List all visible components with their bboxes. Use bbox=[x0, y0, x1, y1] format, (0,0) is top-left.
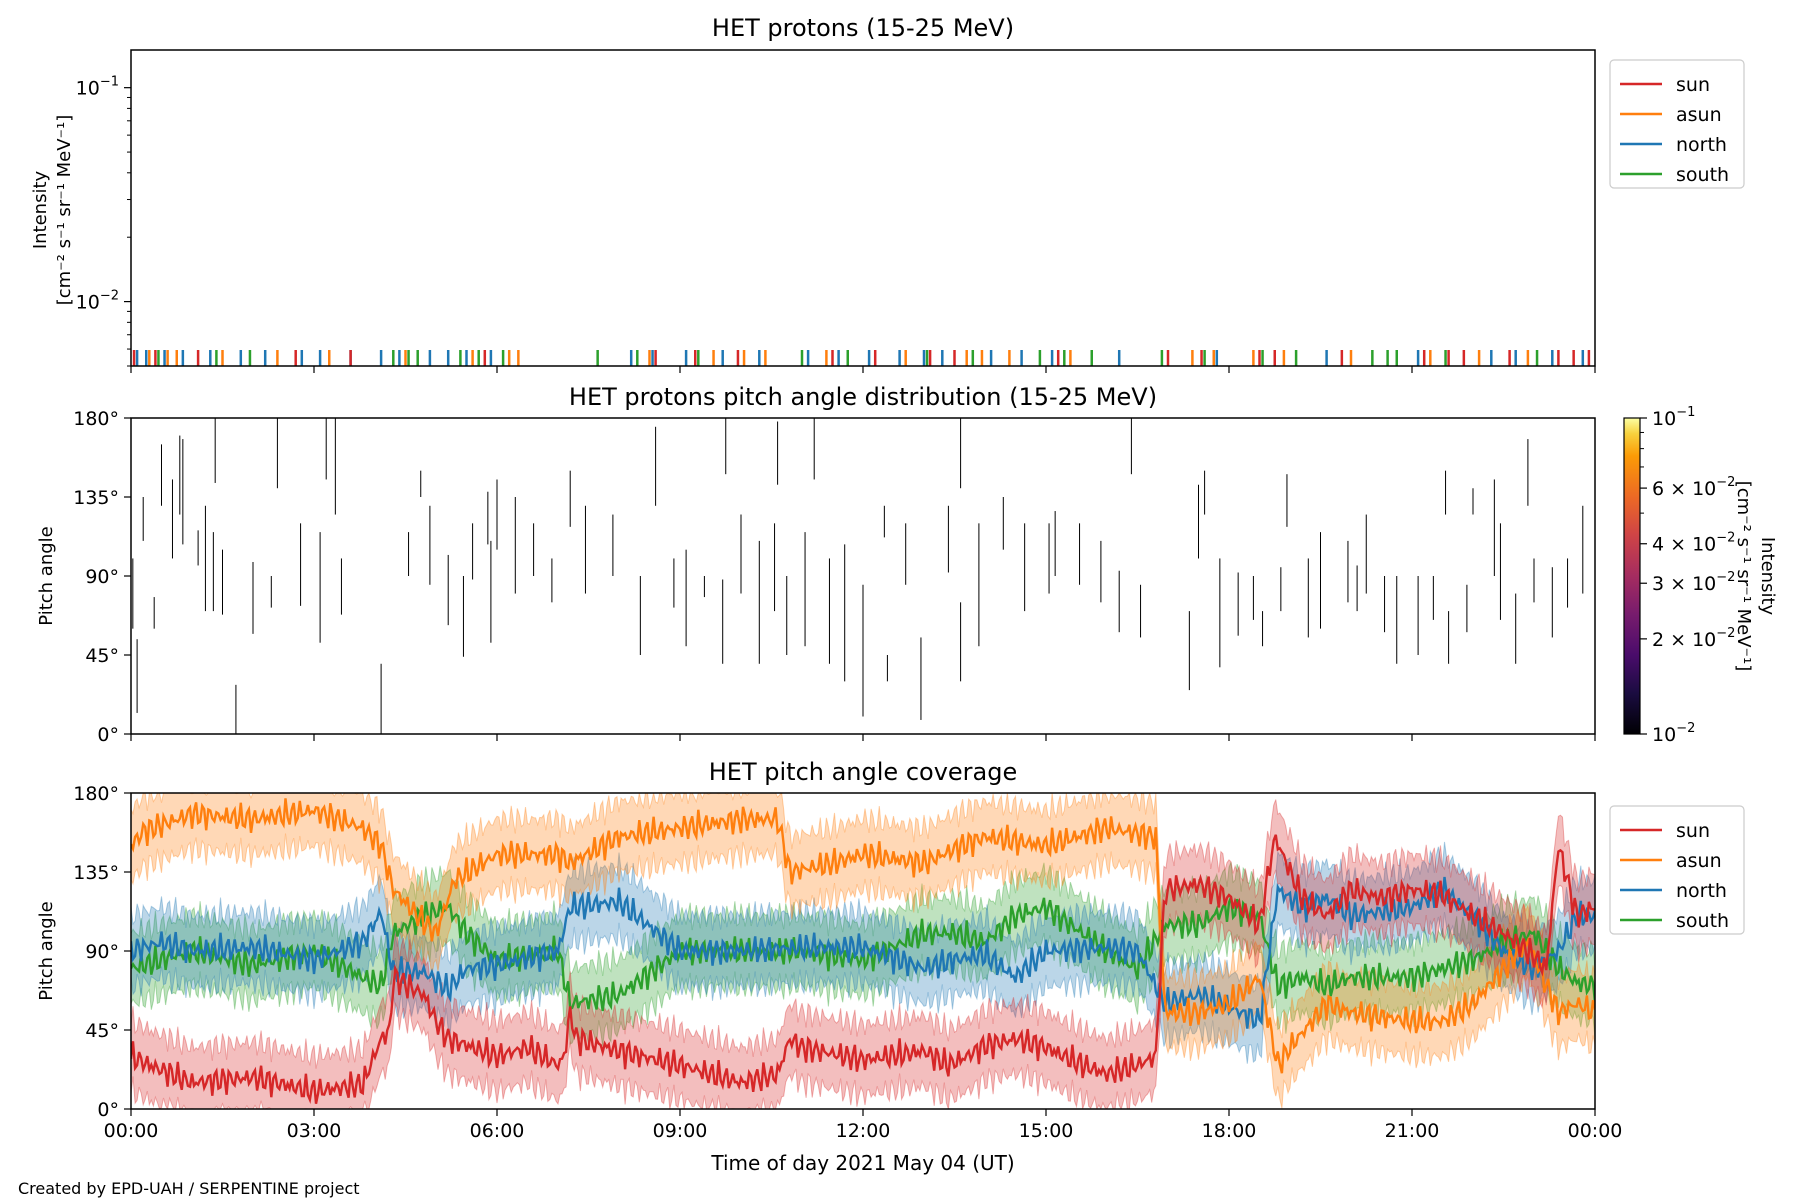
panel2-segments bbox=[132, 418, 1584, 734]
panel1-legend: sun asun north south bbox=[1609, 59, 1745, 189]
colorbar-label-line2: [cm⁻² s⁻¹ sr⁻¹ MeV⁻¹] bbox=[1733, 481, 1754, 672]
colorbar-ticks: 10−1 6 × 10−2 4 × 10−2 3 × 10−2 2 × 10−2 10−2 bbox=[1640, 405, 1735, 746]
panel3-x-ticks: 00:00 03:00 06:00 09:00 12:00 15:00 18:00 21:00… bbox=[104, 1109, 1623, 1142]
p3-y-tick-label: 135° bbox=[73, 862, 119, 884]
colorbar-tick-label: 2 × 10−2 bbox=[1652, 626, 1735, 651]
x-tick-label: 15:00 bbox=[1019, 1120, 1074, 1142]
panel1-spikes bbox=[132, 350, 1591, 366]
colorbar-tick-label: 4 × 10−2 bbox=[1652, 531, 1735, 556]
colorbar-tick-label: 6 × 10−2 bbox=[1652, 475, 1735, 500]
p3-legend-box bbox=[1609, 805, 1745, 935]
coverage-line-sun bbox=[131, 834, 1595, 1105]
p3-y-tick-label: 90° bbox=[85, 941, 119, 963]
panel3-y-ticks: 0° 45° 90° 135° 180° bbox=[73, 783, 131, 1121]
colorbar-tick-label: 3 × 10−2 bbox=[1652, 570, 1735, 595]
coverage-band-sun bbox=[131, 799, 1595, 1109]
panel2-y-ticks: 0° 45° 90° 135° 180° bbox=[73, 408, 131, 746]
footer-credit: Created by EPD-UAH / SERPENTINE project bbox=[18, 1179, 360, 1198]
p2-y-tick-label: 180° bbox=[73, 408, 119, 430]
colorbar-tick-label: 10−1 bbox=[1652, 405, 1695, 430]
coverage-line-asun bbox=[131, 798, 1595, 1074]
coverage-line-north bbox=[131, 876, 1595, 1030]
p3-y-tick-label: 45° bbox=[85, 1020, 119, 1042]
colorbar-tick-label: 10−2 bbox=[1652, 721, 1695, 746]
p2-y-tick-label: 0° bbox=[97, 724, 119, 746]
p1-y-tick-label: 10−1 bbox=[76, 75, 119, 100]
coverage-band-asun bbox=[131, 793, 1595, 1109]
panel3-ylabel: Pitch angle bbox=[36, 901, 57, 1000]
p3-legend-label-sun: sun bbox=[1676, 820, 1710, 842]
x-tick-label: 09:00 bbox=[653, 1120, 708, 1142]
colorbar-label-line1: Intensity bbox=[1757, 537, 1778, 616]
x-axis-label: Time of day 2021 May 04 (UT) bbox=[710, 1151, 1014, 1175]
x-tick-label: 12:00 bbox=[836, 1120, 891, 1142]
p1-y-tick-label: 10−2 bbox=[76, 289, 119, 314]
p2-y-tick-label: 90° bbox=[85, 566, 119, 588]
panel1-frame bbox=[130, 49, 1596, 367]
p2-y-tick-label: 135° bbox=[73, 487, 119, 509]
panel3-legend: sun asun north south bbox=[1609, 805, 1745, 935]
x-tick-label: 21:00 bbox=[1385, 1120, 1440, 1142]
panel1-ylabel-line1: Intensity bbox=[30, 170, 51, 249]
panel3-lines bbox=[131, 798, 1595, 1105]
p1-legend-label-sun: sun bbox=[1676, 74, 1710, 96]
p3-legend-label-north: north bbox=[1676, 880, 1727, 902]
panel1-title: HET protons (15-25 MeV) bbox=[712, 14, 1014, 42]
x-tick-label: 03:00 bbox=[287, 1120, 342, 1142]
panel1-ylabel-line2: [cm⁻² s⁻¹ sr⁻¹ MeV⁻¹] bbox=[54, 115, 75, 306]
panel-pad: HET protons pitch angle distribution (15… bbox=[36, 383, 1778, 746]
panel1-y-ticks: 10−1 10−2 bbox=[76, 75, 131, 367]
x-tick-label: 06:00 bbox=[470, 1120, 525, 1142]
panel1-ylabel: Intensity [cm⁻² s⁻¹ sr⁻¹ MeV⁻¹] bbox=[30, 115, 75, 306]
colorbar bbox=[1623, 417, 1641, 735]
p1-legend-label-asun: asun bbox=[1676, 104, 1722, 126]
x-tick-label: 00:00 bbox=[104, 1120, 159, 1142]
x-tick-label: 00:00 bbox=[1568, 1120, 1623, 1142]
panel2-x-ticks bbox=[130, 734, 1596, 741]
panel3-title: HET pitch angle coverage bbox=[709, 758, 1017, 786]
colorbar-label: Intensity [cm⁻² s⁻¹ sr⁻¹ MeV⁻¹] bbox=[1733, 481, 1778, 672]
p1-legend-box bbox=[1609, 59, 1745, 189]
p2-y-tick-label: 45° bbox=[85, 645, 119, 667]
p3-legend-label-south: south bbox=[1676, 910, 1729, 932]
panel2-title: HET protons pitch angle distribution (15… bbox=[569, 383, 1157, 411]
panel2-ylabel: Pitch angle bbox=[36, 526, 57, 625]
x-tick-label: 18:00 bbox=[1202, 1120, 1257, 1142]
panel-intensity: HET protons (15-25 MeV) 10−1 10−2 Intensi… bbox=[30, 14, 1745, 373]
panel-coverage: HET pitch angle coverage 0° 45° 90° 135° 180… bbox=[36, 758, 1745, 1142]
p1-legend-label-south: south bbox=[1676, 164, 1729, 186]
p3-y-tick-label: 0° bbox=[97, 1099, 119, 1121]
p3-legend-label-asun: asun bbox=[1676, 850, 1722, 872]
panel1-x-ticks bbox=[130, 366, 1596, 373]
p3-y-tick-label: 180° bbox=[73, 783, 119, 805]
p1-legend-label-north: north bbox=[1676, 134, 1727, 156]
